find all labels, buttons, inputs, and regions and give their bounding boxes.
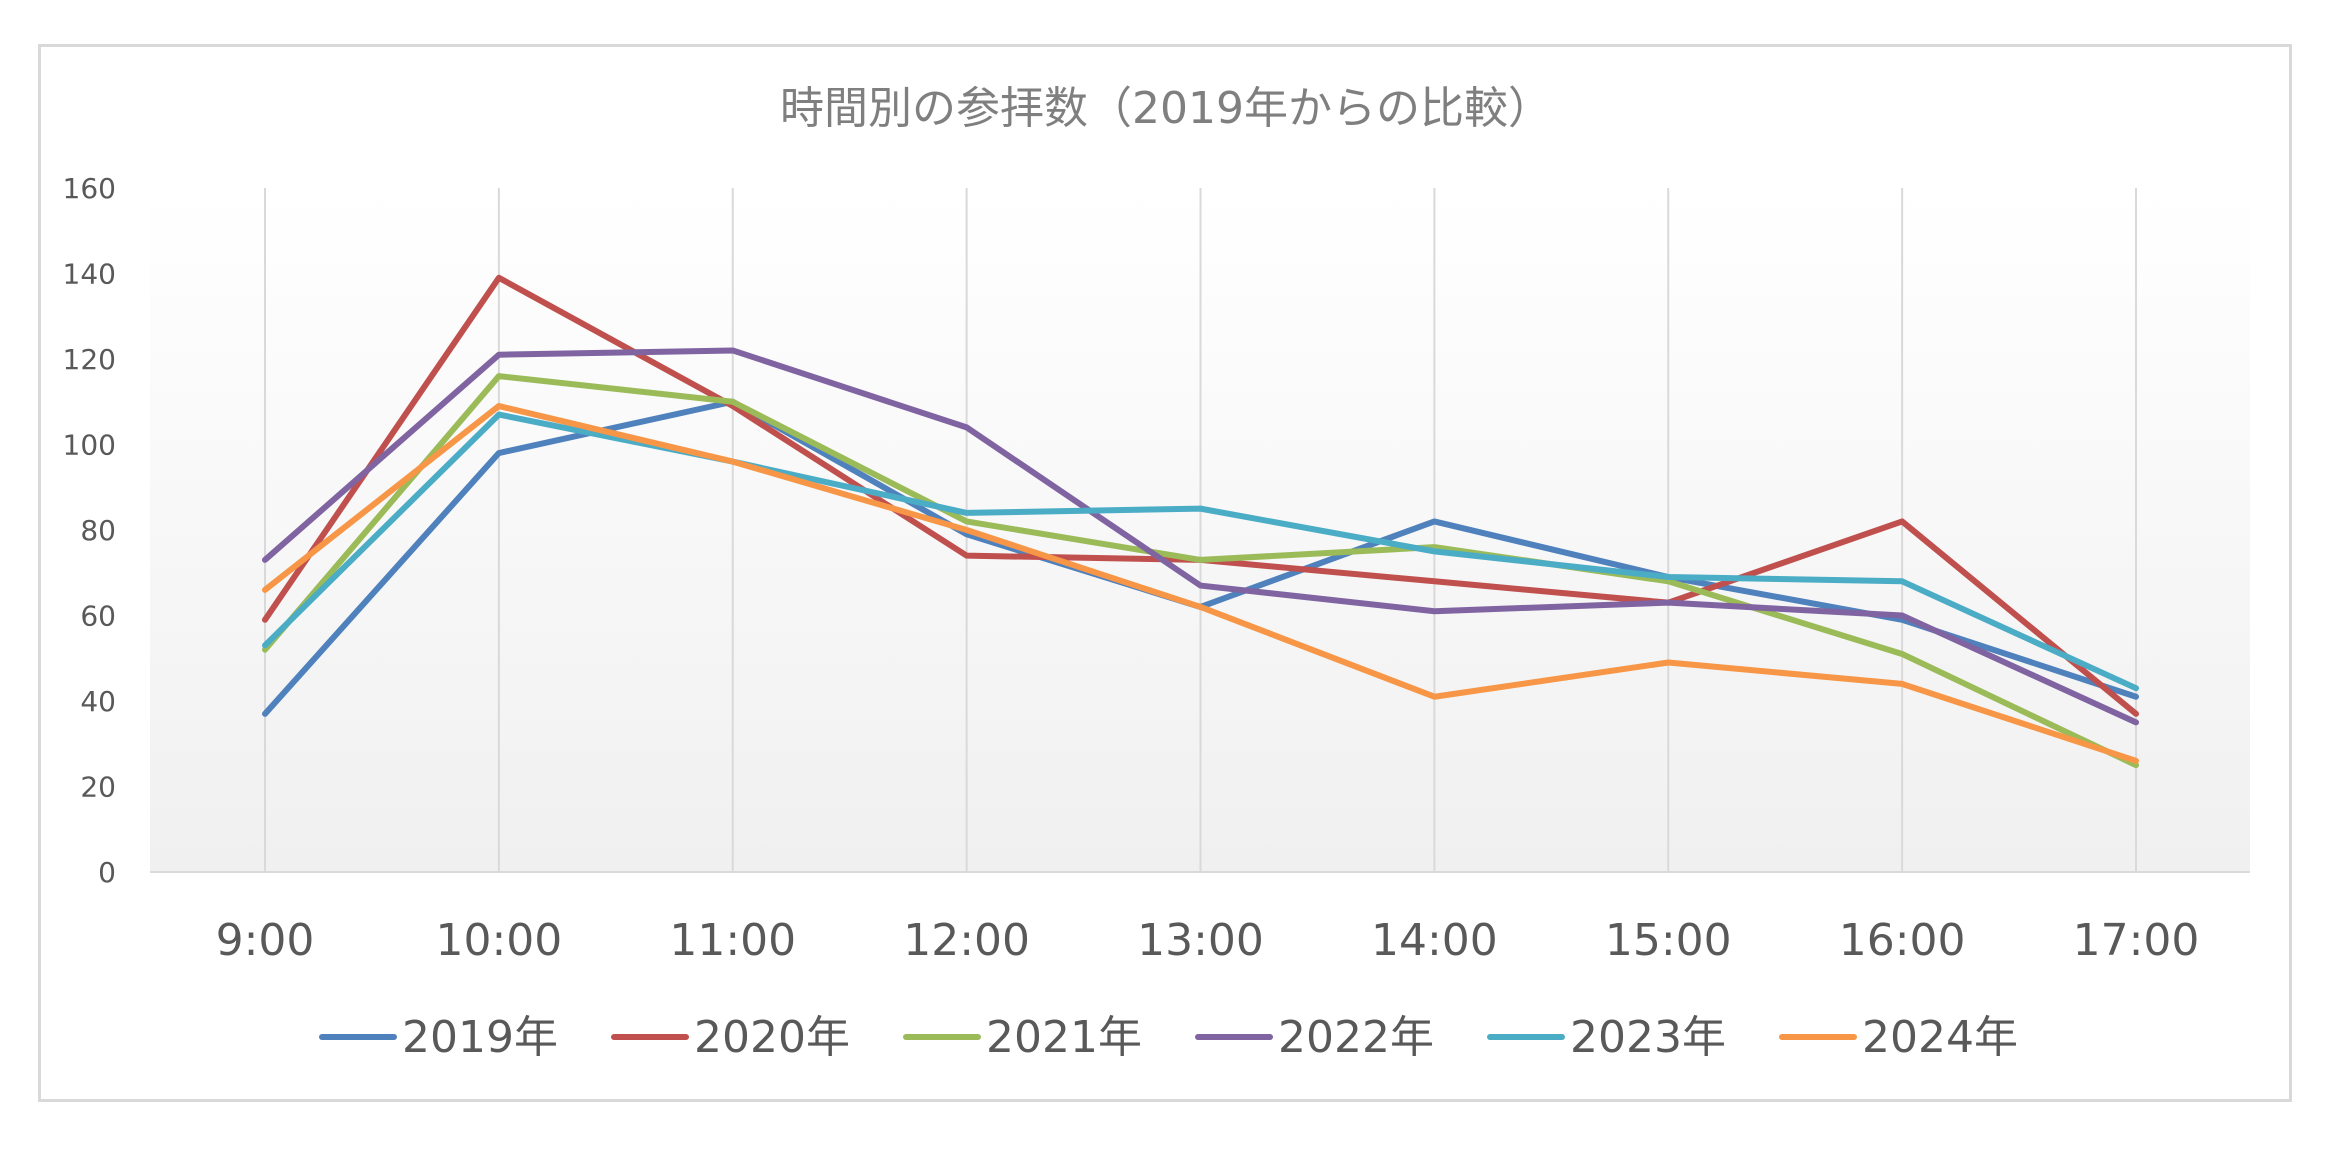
legend-label: 2022年 — [1278, 1012, 1434, 1063]
y-tick-label: 100 — [63, 429, 116, 462]
legend-label: 2021年 — [986, 1012, 1142, 1063]
y-tick-label: 40 — [80, 685, 116, 718]
y-tick-label: 0 — [98, 856, 116, 889]
x-tick-label: 15:00 — [1605, 915, 1732, 966]
series-line-2021年 — [262, 373, 2139, 769]
x-tick-label: 13:00 — [1137, 915, 1264, 966]
gridlines — [150, 188, 2250, 873]
x-tick-label: 12:00 — [903, 915, 1030, 966]
x-tick-label: 9:00 — [216, 915, 315, 966]
series-line-2022年 — [262, 347, 2139, 726]
x-axis: 9:00 10:00 11:00 12:00 13:00 14:00 15:00 16:00 1… — [216, 915, 2200, 966]
series-line-2024年 — [262, 403, 2139, 764]
y-tick-label: 160 — [63, 172, 116, 205]
y-tick-label: 80 — [80, 514, 116, 547]
y-axis: 0 20 40 60 80 100 120 140 160 — [63, 172, 116, 889]
x-tick-label: 10:00 — [435, 915, 562, 966]
chart-title: 時間別の参拝数（2019年からの比較） — [780, 83, 1552, 134]
legend-label: 2019年 — [402, 1012, 558, 1063]
y-tick-label: 140 — [63, 258, 116, 291]
legend-label: 2024年 — [1862, 1012, 2018, 1063]
y-tick-label: 120 — [63, 343, 116, 376]
x-tick-label: 11:00 — [669, 915, 796, 966]
legend-label: 2023年 — [1570, 1012, 1726, 1063]
x-tick-label: 16:00 — [1839, 915, 1966, 966]
series-lines — [262, 274, 2139, 769]
y-tick-label: 60 — [80, 600, 116, 633]
series-line-2023年 — [262, 411, 2139, 692]
x-tick-label: 17:00 — [2073, 915, 2200, 966]
legend: 2019年 2020年 2021年 2022年 2023年 2024年 — [319, 1012, 2018, 1063]
legend-label: 2020年 — [694, 1012, 850, 1063]
x-tick-label: 14:00 — [1371, 915, 1498, 966]
y-tick-label: 20 — [80, 771, 116, 804]
